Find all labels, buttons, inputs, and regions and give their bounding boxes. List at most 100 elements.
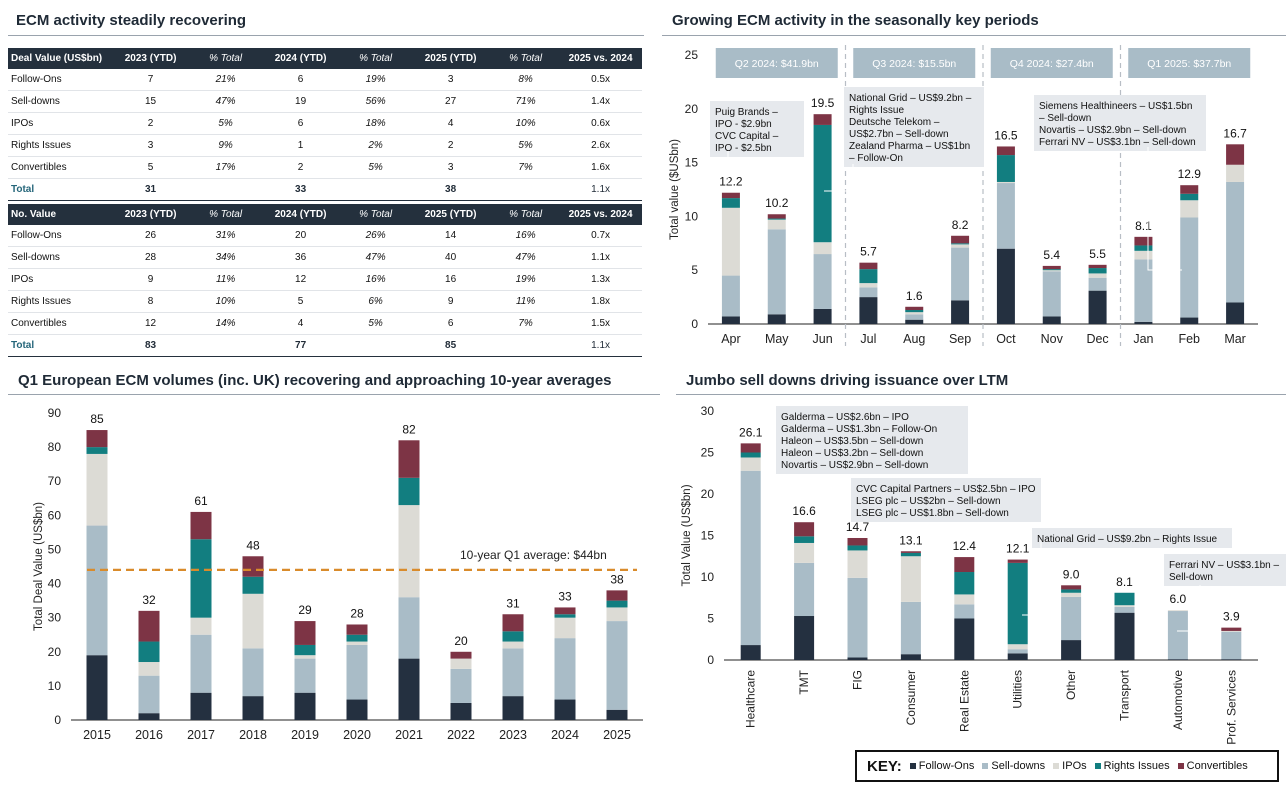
table-cell: 6 [259, 69, 343, 91]
table-cell: 5% [492, 134, 560, 157]
sector-chart: 0 5 10 15 20 25 30 Total Value (US$bn) 26.1 Healt… [681, 404, 1286, 745]
bar-total-label: 8.2 [952, 218, 969, 232]
y-tick-label: 20 [48, 645, 62, 659]
table-cell: 9 [109, 268, 193, 291]
table-row: Rights Issues 8 10% 5 6% 9 11% 1.8x [8, 290, 642, 313]
x-tick-label: FIG [851, 670, 865, 690]
bar-segment-follow-ons [1007, 653, 1028, 660]
row-label: Sell-downs [8, 90, 110, 113]
bar-segment-follow-ons [554, 699, 576, 720]
bar-segment-convertibles [1221, 627, 1242, 631]
callout-text: Galderma – US$2.6bn – IPO [781, 412, 909, 423]
bar-segment-ipos [554, 617, 576, 639]
quarter-box [990, 48, 1113, 78]
bar-total-label: 61 [194, 494, 208, 508]
y-tick-label: 5 [707, 612, 714, 626]
bar-segment-ipos [721, 207, 740, 276]
bar-total-label: 31 [506, 596, 520, 610]
bar-total-label: 14.7 [846, 520, 870, 534]
x-tick-label: Feb [1178, 332, 1200, 346]
x-tick-label: Nov [1041, 332, 1064, 346]
x-tick-label: 2024 [551, 728, 579, 742]
callout-text: National Grid – US$9.2bn – [849, 93, 972, 104]
bar-segment-rights-issues [1180, 193, 1199, 201]
table-row: Sell-downs 28 34% 36 47% 40 47% 1.1x [8, 246, 642, 269]
table-cell: 2024 (YTD) [259, 204, 343, 225]
bar-segment-follow-ons [721, 316, 740, 324]
monthly-chart: 0 5 10 15 20 25 Total value ($USbn) 12.2 Apr 10.2… [669, 45, 1258, 346]
bar-segment-follow-ons [1042, 316, 1061, 324]
bar-segment-rights-issues [502, 631, 524, 642]
bar-segment-sell-downs [1088, 277, 1107, 291]
table-cell: 1 [259, 134, 343, 157]
table-cell: 2025 vs. 2024 [559, 204, 642, 225]
bar-segment-rights-issues [242, 576, 264, 594]
x-tick-label: TMT [797, 669, 811, 694]
table-cell: 36 [259, 246, 343, 269]
bar-segment-sell-downs [813, 254, 832, 309]
row-label: Sell-downs [8, 246, 110, 269]
table-cell: 5% [192, 112, 260, 135]
quarter-label: Q2 2024: $41.9bn [735, 58, 819, 70]
key-swatch-ipos [1053, 763, 1060, 769]
table-cell [342, 334, 410, 357]
bar-segment-rights-issues [900, 552, 921, 557]
deal-number-table: No. Value 2023 (YTD)% Total 2024 (YTD)% To… [8, 204, 642, 357]
bar-segment-sell-downs [951, 247, 970, 301]
callout-automotive: Ferrari NV – US$3.1bn –Sell-down [1164, 554, 1286, 586]
table-cell: 1.5x [559, 312, 642, 335]
bar-segment-rights-issues [1061, 589, 1082, 593]
bar-segment-sell-downs [1114, 606, 1135, 613]
bar-segment-convertibles [721, 192, 740, 199]
bar-total-label: 38 [610, 572, 624, 586]
bar-segment-convertibles [951, 235, 970, 244]
bar-segment-rights-issues [1088, 268, 1107, 274]
bar-total-label: 12.9 [1178, 167, 1202, 181]
table-cell: 1.1x [559, 178, 642, 201]
bar-segment-convertibles [346, 624, 368, 635]
y-axis-label: Total Deal Value (US$bn) [33, 502, 45, 631]
y-tick-label: 40 [48, 577, 62, 591]
table-cell: 26% [342, 225, 410, 247]
deal-value-table: Deal Value (US$bn) 2023 (YTD)% Total 2024 … [8, 48, 642, 201]
table-cell: 3 [409, 69, 493, 91]
bar-segment-ipos [502, 641, 524, 649]
callout-jun: National Grid – US$9.2bn –Rights IssueDe… [844, 87, 984, 167]
table-cell: 6% [342, 290, 410, 313]
table-cell: 1.1x [559, 246, 642, 269]
bar-segment-sell-downs [740, 470, 761, 646]
bar-segment-follow-ons [954, 618, 975, 660]
table-total-row: Total 83 77 85 1.1x [8, 334, 642, 357]
tables-title-rule [8, 35, 644, 36]
table-cell: 0.7x [559, 225, 642, 247]
y-tick-label: 5 [691, 263, 698, 277]
bar-segment-ipos [996, 181, 1015, 184]
row-label: Total [8, 178, 110, 201]
x-tick-label: Dec [1086, 332, 1108, 346]
table-cell: 21% [192, 69, 260, 91]
y-tick-label: 15 [701, 529, 715, 543]
bar-segment-rights-issues [794, 536, 815, 543]
tables-title: ECM activity steadily recovering [16, 12, 247, 29]
callout-text: Haleon – US$3.5bn – Sell-down [781, 436, 923, 447]
table-row: Sell-downs 15 47% 19 56% 27 71% 1.4x [8, 90, 642, 113]
table-cell: 28 [109, 246, 193, 269]
y-tick-label: 90 [48, 406, 62, 420]
table-row: Convertibles 5 17% 2 5% 3 7% 1.6x [8, 156, 642, 179]
x-tick-label: Healthcare [744, 670, 758, 728]
table-cell: 34% [192, 246, 260, 269]
callout-text: Novartis – US$2.9bn – Sell-down [1039, 125, 1186, 136]
x-tick-label: 2025 [603, 728, 631, 742]
bar-segment-sell-downs [294, 658, 316, 693]
row-label: Deal Value (US$bn) [8, 48, 110, 69]
bar-segment-convertibles [767, 214, 786, 219]
table-header-row: Deal Value (US$bn) 2023 (YTD)% Total 2024 … [8, 48, 642, 69]
bar-segment-sell-downs [502, 648, 524, 697]
x-tick-label: Automotive [1171, 670, 1185, 730]
bar-total-label: 3.9 [1223, 610, 1240, 624]
bar-segment-rights-issues [954, 572, 975, 595]
bar-segment-sell-downs [242, 648, 264, 697]
table-cell: 1.1x [559, 334, 642, 357]
table-cell: 31 [109, 178, 193, 201]
